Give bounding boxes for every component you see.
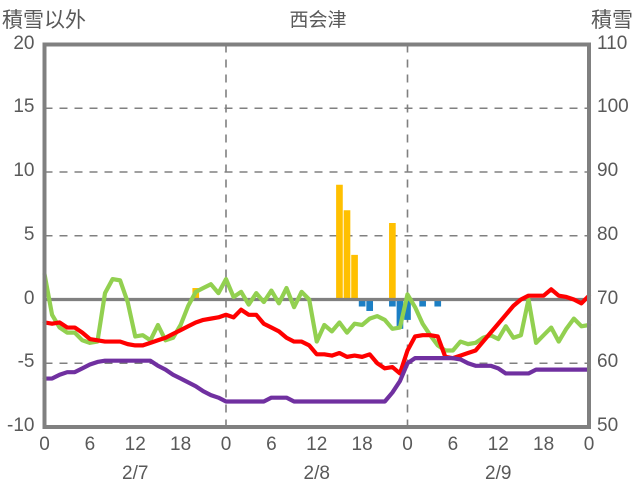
x-axis-tick-9: 6 [447, 434, 459, 455]
blue-bars-bar [419, 299, 426, 307]
right-axis-tick-90: 90 [597, 160, 619, 181]
left-axis-tick-0: 0 [23, 287, 35, 309]
orange-bars-bar [351, 254, 358, 300]
x-axis-tick-10: 12 [487, 434, 509, 455]
blue-bars-bar [358, 299, 366, 307]
right-axis-tick-110: 110 [597, 32, 628, 54]
left-axis-tick-5: 5 [23, 223, 35, 245]
x-axis-tick-11: 18 [533, 434, 555, 455]
x-axis-tick-5: 6 [266, 434, 277, 455]
x-axis-tick-1: 6 [84, 434, 96, 455]
gridlines [44, 44, 589, 427]
right-axis-tick-60: 60 [597, 351, 619, 373]
chart-title: 西会津 [289, 10, 347, 31]
x-axis-tick-12: 0 [583, 434, 595, 455]
left-axis-tick-20: 20 [13, 32, 35, 54]
line-series-layer [42, 271, 592, 404]
blue-bars-bar [366, 299, 374, 311]
x-axis-tick-0: 0 [39, 434, 50, 455]
day-label-2-9: 2/9 [485, 463, 512, 484]
right-axis-tick-50: 50 [597, 415, 619, 436]
blue-bars-bar [389, 299, 396, 307]
blue-bars-bar [404, 299, 411, 320]
left-axis-tick-10: 10 [13, 160, 35, 181]
left-axis-unit-label: 積雪以外 [2, 9, 86, 32]
x-axis-tick-7: 18 [351, 434, 373, 455]
orange-bars-bar [343, 210, 351, 300]
right-axis-tick-100: 100 [597, 96, 629, 118]
left-axis-tick--5: -5 [17, 351, 35, 373]
orange-bars-bar [389, 223, 396, 300]
x-axis-tick-8: 0 [402, 434, 413, 455]
red-line [42, 287, 592, 376]
right-axis-tick-80: 80 [597, 223, 619, 245]
day-label-2-8: 2/8 [303, 463, 330, 484]
orange-bars-bar [336, 184, 343, 300]
green-line [42, 271, 592, 353]
blue-bars-bar [396, 299, 404, 329]
bar-series-layer [192, 184, 442, 329]
left-axis-tick-15: 15 [13, 96, 35, 118]
right-axis-unit-label: 積雪 [591, 9, 633, 32]
day-label-2-7: 2/7 [122, 463, 149, 484]
plot-frame [42, 42, 591, 429]
x-axis-tick-2: 12 [124, 434, 146, 455]
x-axis-tick-4: 0 [220, 434, 232, 455]
x-axis-tick-6: 12 [306, 434, 328, 455]
purple-line [42, 356, 592, 404]
blue-bars-bar [434, 299, 442, 307]
x-axis-tick-3: 18 [170, 434, 192, 455]
right-axis-tick-70: 70 [597, 287, 619, 309]
left-axis-tick--10: -10 [7, 415, 35, 436]
plot-border [42, 42, 591, 429]
